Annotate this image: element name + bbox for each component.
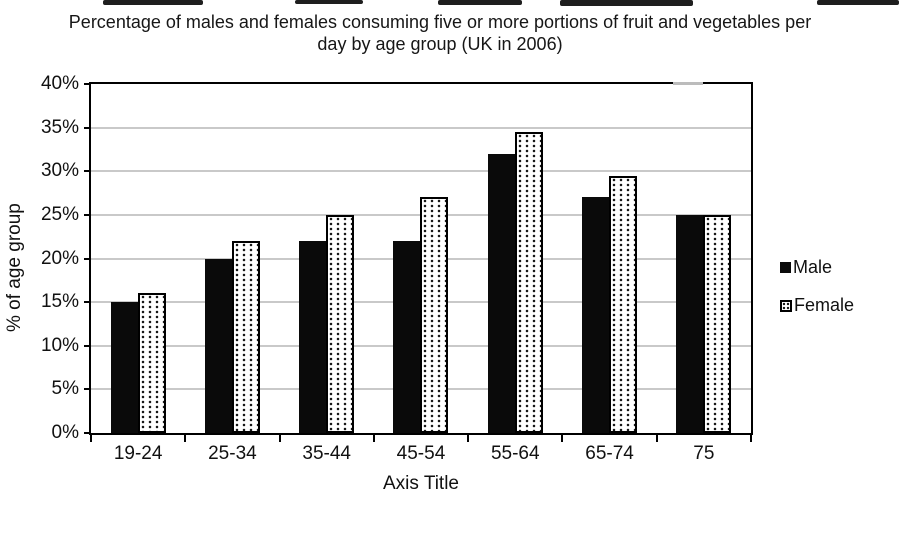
x-axis-tick [184, 435, 187, 442]
x-axis-tick [750, 435, 752, 442]
bar-female-65-74 [609, 175, 638, 433]
x-axis-title: Axis Title [382, 473, 460, 494]
bar-male-45-54 [393, 241, 421, 433]
y-axis-tick [84, 213, 89, 216]
legend-item-female: Female [780, 295, 854, 316]
y-axis-tick [84, 432, 89, 434]
gridline-30 [91, 170, 751, 173]
x-tick-label-65-74: 65-74 [585, 443, 634, 464]
scan-artifact [560, 0, 693, 6]
bar-female-25-34 [231, 241, 260, 433]
female-swatch-icon [780, 299, 792, 312]
y-axis-tick [84, 83, 89, 85]
bar-group-55-64 [468, 84, 562, 433]
y-axis-tick [84, 257, 89, 260]
x-tick-label-45-54: 45-54 [396, 443, 446, 464]
x-axis-tick-labels: 19-24 25-34 35-44 45-54 55-64 65-74 75 [91, 443, 751, 467]
scan-artifact [673, 82, 703, 85]
bar-female-19-24 [137, 293, 166, 433]
scan-artifact [817, 0, 899, 5]
y-tick-label-35: 35% [40, 116, 79, 138]
y-tick-label-30: 30% [40, 160, 79, 182]
x-tick-label-35-44: 35-44 [302, 443, 351, 464]
bar-group-45-54 [374, 84, 468, 433]
bar-male-75 [676, 214, 704, 433]
legend-label-male: Male [793, 257, 833, 277]
plot-area [84, 82, 753, 442]
x-axis-tick [90, 435, 92, 442]
bar-male-25-34 [204, 258, 232, 433]
y-axis-tick [84, 301, 89, 304]
y-axis-tick [84, 126, 89, 129]
x-axis-tick [655, 435, 658, 442]
y-tick-label-25: 25% [40, 203, 79, 225]
y-tick-label-5: 5% [51, 378, 79, 400]
legend-item-male: Male [780, 257, 854, 278]
x-axis-tick [278, 435, 281, 442]
x-tick-label-55-64: 55-64 [490, 443, 540, 464]
y-tick-label-0: 0% [51, 422, 79, 443]
chart-title: Percentage of males and females consumin… [68, 12, 812, 54]
bar-male-65-74 [582, 197, 610, 433]
scan-artifact [103, 0, 203, 5]
gridline-35 [91, 126, 751, 129]
x-tick-label-19-24: 19-24 [113, 443, 163, 464]
bar-female-55-64 [514, 132, 543, 433]
legend-label-female: Female [794, 295, 855, 315]
x-tick-label-75: 75 [693, 443, 715, 464]
bar-male-19-24 [110, 302, 138, 433]
y-tick-label-15: 15% [40, 291, 79, 313]
bar-group-65-74 [562, 84, 656, 433]
y-axis-tick [84, 170, 89, 173]
bar-group-35-44 [280, 84, 374, 433]
y-axis-tick [84, 344, 89, 347]
y-tick-label-20: 20% [40, 247, 79, 269]
y-tick-label-40: 40% [40, 73, 79, 94]
scan-artifact [295, 0, 363, 4]
x-axis-tick [467, 435, 470, 442]
legend: Male Female [780, 257, 854, 316]
scan-artifact [438, 0, 522, 5]
bar-group-25-34 [185, 84, 279, 433]
x-tick-label-25-34: 25-34 [208, 443, 257, 464]
y-axis-tick [84, 388, 89, 391]
x-axis-tick [372, 435, 375, 442]
x-axis-tick [561, 435, 564, 442]
y-tick-label-10: 10% [40, 334, 79, 356]
y-axis-tick-labels: 0% 5% 10% 15% 20% 25% 30% 35% 40% [0, 73, 85, 443]
bar-male-55-64 [487, 153, 515, 433]
bar-female-45-54 [420, 197, 449, 433]
bar-female-35-44 [326, 214, 355, 433]
male-swatch-icon [780, 262, 791, 273]
bar-group-19-24 [91, 84, 185, 433]
bar-female-75 [703, 214, 732, 433]
bar-male-35-44 [299, 241, 327, 433]
bar-group-75 [657, 84, 751, 433]
